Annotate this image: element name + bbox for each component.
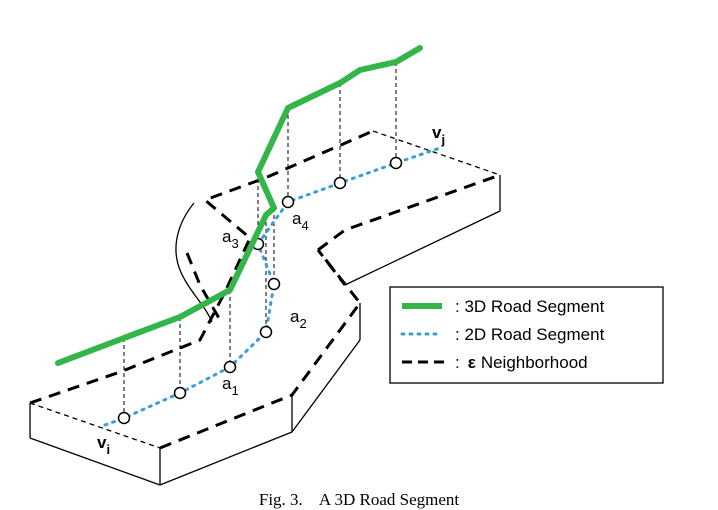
point-mid	[267, 277, 281, 291]
label-vi: vi	[97, 433, 110, 457]
road-2d-points	[117, 156, 403, 425]
box-mid-bottom-edge	[159, 431, 293, 486]
box-far-end-cap	[372, 130, 501, 176]
neighborhood-inner-bend	[185, 252, 222, 321]
label-a4: a4	[292, 209, 309, 233]
point-a4	[281, 195, 295, 209]
legend: : 3D Road Segment : 2D Road Segment : ε Ne…	[389, 286, 664, 384]
box-right-slope-bottom	[291, 339, 361, 433]
label-a1: a1	[222, 374, 239, 398]
label-a3: a3	[222, 227, 239, 251]
projection-lines	[123, 62, 397, 418]
point-a1	[223, 360, 237, 374]
neighborhood-lower-boundary	[159, 173, 501, 450]
legend-3d-label: : 3D Road Segment	[455, 297, 605, 316]
box-near-end-cap	[29, 402, 161, 449]
neighborhood-upper-boundary	[29, 129, 374, 405]
box-right-bottom-edge	[344, 210, 501, 286]
legend-2d-label: : 2D Road Segment	[455, 325, 605, 344]
point-2	[173, 386, 187, 400]
point-a2	[259, 325, 273, 339]
point-7	[333, 176, 347, 190]
label-vj: vj	[432, 123, 445, 147]
road-3d-segment	[55, 45, 423, 366]
point-vi	[117, 411, 131, 425]
road-2d-segment	[103, 146, 442, 427]
figure-caption: Fig. 3. A 3D Road Segment	[259, 490, 460, 509]
box-left-bottom-edge	[29, 437, 161, 486]
label-a2: a2	[290, 307, 307, 331]
point-vj	[389, 156, 403, 170]
legend-eps-label: : ε Neighborhood	[455, 353, 588, 372]
epsilon-neighborhood-boundary	[29, 129, 501, 450]
